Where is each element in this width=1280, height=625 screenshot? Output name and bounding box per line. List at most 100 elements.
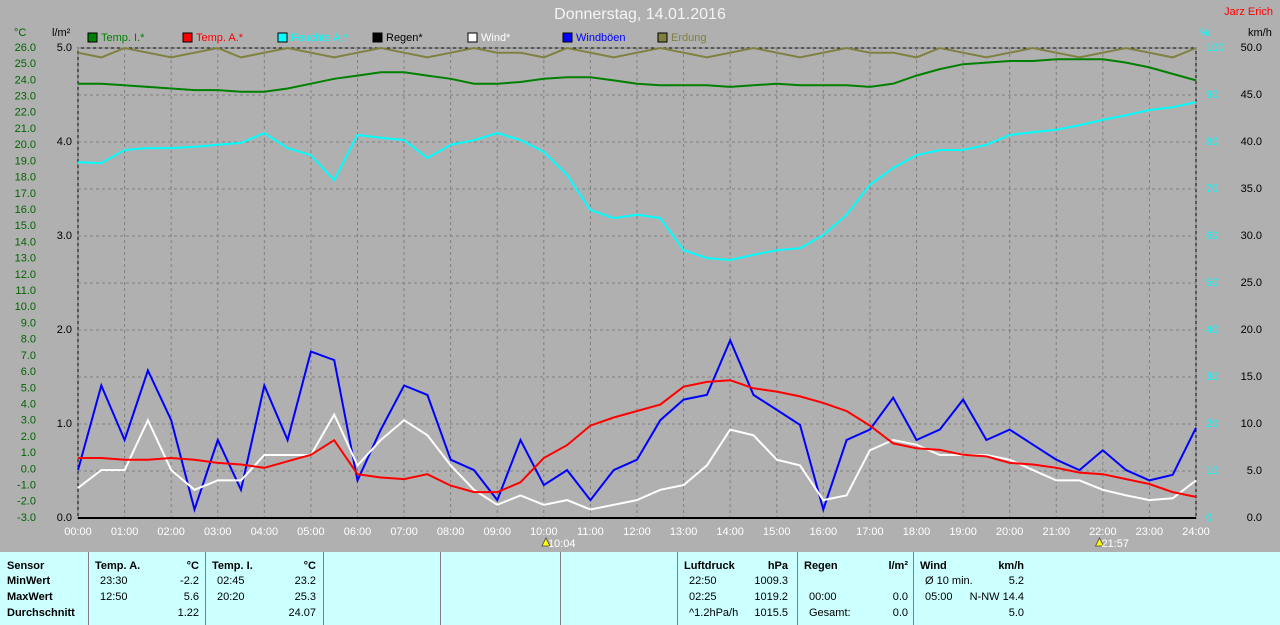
y-tick-label: 20.0 xyxy=(15,139,36,151)
divider xyxy=(440,552,441,625)
cell-value: 25.3 xyxy=(294,591,316,603)
cell-value: -2.2 xyxy=(180,575,199,587)
y-tick-label: 30 xyxy=(1206,371,1218,383)
divider xyxy=(677,552,678,625)
series-line xyxy=(77,412,1197,511)
panel-title: Temp. I. xyxy=(212,560,253,572)
x-tick-label: 17:00 xyxy=(856,526,884,538)
cell-value: 1009.3 xyxy=(754,575,788,587)
x-tick-label: 04:00 xyxy=(251,526,279,538)
y-tick-label: 80 xyxy=(1206,136,1218,148)
y-tick-label: 10.0 xyxy=(15,301,36,313)
cell-value: 5.0 xyxy=(1008,607,1024,619)
x-tick-label: 15:00 xyxy=(763,526,791,538)
cell-time: 23:30 xyxy=(100,575,128,587)
y-tick-label: 2.0 xyxy=(57,324,72,336)
y-tick-label: 6.0 xyxy=(21,366,36,378)
cell-time: Ø 10 min. xyxy=(925,575,973,587)
legend-label: Wind* xyxy=(481,32,511,44)
y-tick-label: 90 xyxy=(1206,89,1218,101)
summary-table: Sensor MinWert MaxWert Durchschnitt Temp. A.… xyxy=(0,552,1280,625)
marker-label: 10:04 xyxy=(548,538,576,550)
row-label: MinWert xyxy=(7,575,51,587)
y-tick-label: 10 xyxy=(1206,465,1218,477)
y-tick-label: 9.0 xyxy=(21,317,36,329)
panel-title: Luftdruck xyxy=(684,560,735,572)
cell-time: 12:50 xyxy=(100,591,128,603)
x-tick-label: 11:00 xyxy=(577,526,604,538)
y-tick-label: 4.0 xyxy=(57,136,72,148)
panel-title: Regen xyxy=(804,560,838,572)
y-tick-label: 40.0 xyxy=(1241,136,1262,148)
series-line xyxy=(78,58,1197,93)
y-tick-label: 13.0 xyxy=(15,253,36,265)
cell-time: 22:50 xyxy=(689,575,717,587)
cell-value: 0.0 xyxy=(892,607,908,619)
y-tick-label: 19.0 xyxy=(15,155,36,167)
y-tick-label: 26.0 xyxy=(15,42,36,54)
divider xyxy=(913,552,914,625)
cell-time: 05:00 xyxy=(925,591,953,603)
row-label: Sensor xyxy=(7,560,45,572)
y-tick-label: 1.0 xyxy=(21,447,36,459)
y-tick-label: 14.0 xyxy=(15,236,36,248)
marker-icon xyxy=(541,537,551,547)
x-tick-label: 03:00 xyxy=(204,526,232,538)
legend-swatch xyxy=(277,32,288,43)
legend-label: Temp. A.* xyxy=(196,32,244,44)
y-tick-label: -2.0 xyxy=(17,496,36,508)
y-tick-label: 21.0 xyxy=(15,123,36,135)
cell-value: 1015.5 xyxy=(754,607,788,619)
y-tick-label: 10.0 xyxy=(1241,418,1262,430)
x-tick-label: 13:00 xyxy=(670,526,698,538)
cell-time: Gesamt: xyxy=(809,607,851,619)
marker-icon xyxy=(1094,537,1105,547)
legend-swatch xyxy=(467,32,478,43)
divider xyxy=(797,552,798,625)
panel-title: Temp. A. xyxy=(95,560,141,572)
divider xyxy=(560,552,561,625)
y-tick-label: 0.0 xyxy=(21,463,36,475)
series-line xyxy=(77,46,1197,59)
y-tick-label: 16.0 xyxy=(15,204,36,216)
y-tick-label: 60 xyxy=(1206,230,1218,242)
x-tick-label: 22:00 xyxy=(1089,526,1117,538)
y-tick-label: 45.0 xyxy=(1241,89,1262,101)
y-tick-label: 1.0 xyxy=(57,418,72,430)
x-tick-label: 20:00 xyxy=(996,526,1024,538)
x-tick-label: 00:00 xyxy=(64,526,92,538)
cell-value: 5.2 xyxy=(1008,575,1024,587)
x-tick-label: 21:00 xyxy=(1042,526,1070,538)
legend-label: Feuchte A.* xyxy=(291,32,349,44)
y-tick-label: 12.0 xyxy=(15,269,36,281)
cell-value: 0.0 xyxy=(892,591,908,603)
x-tick-label: 10:00 xyxy=(530,526,558,538)
author: Jarz Erich xyxy=(1224,6,1273,18)
y-tick-label: 25.0 xyxy=(1241,277,1262,289)
y-tick-label: 17.0 xyxy=(15,188,36,200)
x-tick-label: 08:00 xyxy=(437,526,465,538)
legend-swatch xyxy=(87,32,98,43)
y-tick-label: 15.0 xyxy=(15,220,36,232)
cell-time: 20:20 xyxy=(217,591,245,603)
y-tick-label: 100 xyxy=(1206,42,1224,54)
panel-title: Wind xyxy=(920,560,947,572)
y-tick-label: -3.0 xyxy=(17,512,36,524)
x-tick-label: 06:00 xyxy=(344,526,372,538)
series-line xyxy=(78,379,1197,498)
x-tick-label: 14:00 xyxy=(716,526,744,538)
y-tick-label: 30.0 xyxy=(1241,230,1262,242)
divider xyxy=(88,552,89,625)
y-tick-label: 0.0 xyxy=(1247,512,1262,524)
legend-swatch xyxy=(182,32,193,43)
x-tick-label: 07:00 xyxy=(390,526,418,538)
y-tick-label: 3.0 xyxy=(57,230,72,242)
cell-time: ^1.2hPa/h xyxy=(689,607,739,619)
x-tick-label: 24:00 xyxy=(1182,526,1210,538)
y-tick-label: 11.0 xyxy=(15,285,36,297)
cell-time: 00:00 xyxy=(809,591,837,603)
legend-swatch xyxy=(657,32,668,43)
panel-unit: hPa xyxy=(767,560,788,572)
axis-unit: °C xyxy=(14,27,26,39)
y-tick-label: 25.0 xyxy=(15,58,36,70)
